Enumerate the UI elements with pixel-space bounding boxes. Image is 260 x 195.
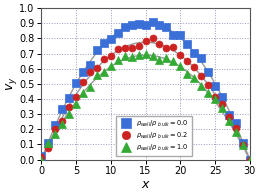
Legend: $\rho_{wall}/\rho_{\ b\, ulk} = 0.0$, $\rho_{wall}/\rho_{\ b\, ulk} = 0.2$, $\rh: $\rho_{wall}/\rho_{\ b\, ulk} = 0.0$, $\… bbox=[116, 116, 192, 156]
X-axis label: $x$: $x$ bbox=[141, 178, 151, 191]
Y-axis label: $v_y$: $v_y$ bbox=[4, 76, 19, 91]
